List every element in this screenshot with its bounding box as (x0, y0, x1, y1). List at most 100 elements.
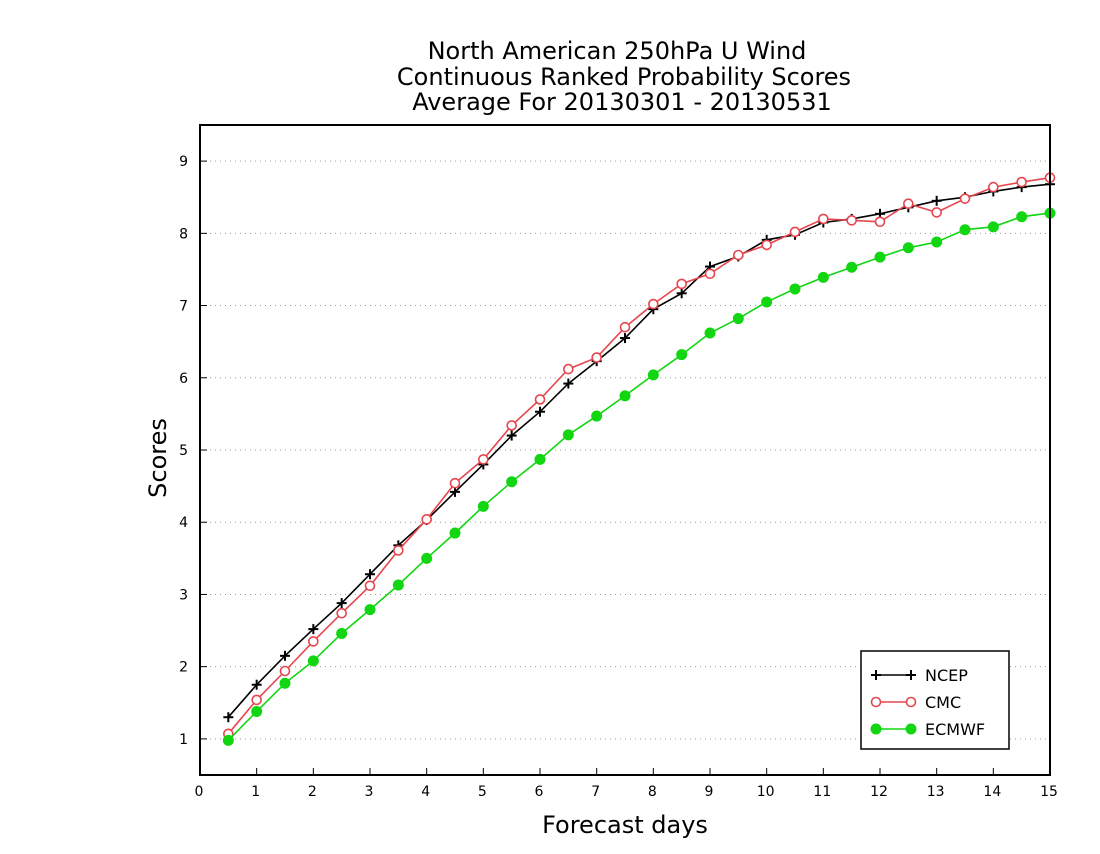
chart-title-line-1: North American 250hPa U Wind (428, 37, 807, 65)
chart-title: North American 250hPa U Wind Continuous … (397, 37, 851, 116)
data-point-ecmwf (336, 627, 348, 639)
data-point-ncep (336, 598, 347, 609)
data-point-ecmwf (307, 655, 319, 667)
data-point-cmc (251, 694, 262, 706)
x-tick-label: 0 (195, 784, 204, 800)
data-point-cmc (279, 665, 291, 677)
data-point-cmc (393, 545, 404, 556)
data-point-ecmwf (534, 453, 546, 465)
y-tick-label: 3 (179, 587, 188, 603)
data-point-cmc (308, 636, 319, 647)
data-point-cmc (704, 268, 716, 280)
data-point-ecmwf (506, 476, 518, 488)
y-tick-label: 2 (179, 660, 188, 676)
data-point-cmc (421, 514, 432, 525)
data-point-ecmwf (421, 552, 433, 564)
x-tick-label: 3 (365, 784, 374, 800)
x-tick-label: 12 (870, 784, 888, 800)
data-point-ecmwf (817, 271, 829, 283)
y-tick-label: 6 (179, 371, 188, 387)
data-point-cmc (959, 193, 971, 204)
data-point-ncep (450, 486, 460, 497)
x-tick-label: 14 (983, 784, 1001, 800)
y-tick-label: 1 (179, 732, 188, 748)
data-point-ncep (563, 378, 574, 389)
y-tick-label: 9 (179, 154, 188, 170)
grid-lines (200, 160, 1050, 740)
data-point-ecmwf (619, 390, 631, 402)
data-point-cmc (676, 278, 687, 290)
series-ncep (223, 179, 1055, 723)
x-tick-label: 9 (705, 784, 714, 800)
legend-marker (870, 723, 882, 735)
data-point-cmc (591, 352, 602, 363)
data-point-ecmwf (591, 410, 603, 422)
data-point-cmc (648, 298, 659, 310)
legend-marker (871, 670, 881, 680)
data-point-ecmwf (704, 327, 716, 339)
y-axis-label: Scores (144, 418, 172, 498)
chart-title-line-2: Continuous Ranked Probability Scores (397, 63, 851, 91)
legend-box (860, 650, 1010, 750)
legend-marker (905, 723, 917, 735)
x-axis-label: Forecast days (542, 811, 708, 839)
y-tick-label: 8 (179, 226, 188, 242)
series-line-ncep (227, 183, 1051, 718)
data-point-ecmwf (874, 251, 886, 263)
legend-label: NCEP (925, 666, 968, 685)
x-tick-label: 6 (535, 784, 544, 800)
data-point-ecmwf (1016, 211, 1028, 223)
legend-item-ecmwf: ECMWF (870, 720, 985, 739)
plot-frame (199, 124, 1051, 776)
data-point-cmc (534, 394, 546, 405)
series-cmc (223, 172, 1056, 740)
legend-item-ncep: NCEP (871, 666, 968, 685)
data-point-ecmwf (676, 349, 688, 361)
data-point-cmc (478, 454, 489, 465)
x-tick-label: 7 (591, 784, 600, 800)
data-point-cmc (846, 215, 857, 226)
x-tick-label: 11 (813, 784, 831, 800)
data-point-cmc (336, 607, 347, 619)
y-tick-label: 7 (179, 299, 188, 315)
data-series (222, 172, 1056, 746)
data-point-ecmwf (364, 604, 376, 616)
x-tick-label: 4 (421, 784, 430, 800)
data-point-ncep (365, 569, 375, 580)
data-point-ncep (676, 288, 687, 299)
data-point-ecmwf (959, 224, 971, 236)
x-tick-label: 5 (478, 784, 487, 800)
data-point-ecmwf (789, 283, 801, 295)
y-tick-label: 4 (179, 515, 188, 531)
data-point-ncep (223, 712, 234, 723)
data-point-cmc (874, 216, 886, 228)
data-point-ncep (308, 624, 319, 635)
data-point-cmc (364, 580, 376, 592)
data-point-ecmwf (846, 261, 858, 273)
x-tick-label: 15 (1040, 784, 1058, 800)
data-point-ecmwf (279, 677, 291, 689)
data-point-ncep (620, 333, 630, 344)
data-point-cmc (563, 363, 574, 375)
series-ecmwf (222, 207, 1056, 746)
data-point-ecmwf (562, 429, 574, 441)
data-point-ecmwf (647, 369, 659, 381)
chart-title-line-3: Average For 20130301 - 20130531 (412, 88, 832, 116)
legend-marker (870, 696, 882, 708)
x-tick-label: 10 (757, 784, 775, 800)
legend-label: CMC (925, 693, 961, 712)
y-tick-label: 5 (179, 443, 188, 459)
data-point-ecmwf (251, 705, 263, 717)
data-point-cmc (988, 181, 999, 193)
legend-label: ECMWF (925, 720, 985, 739)
data-point-cmc (449, 477, 461, 489)
data-point-ecmwf (732, 313, 744, 325)
x-tick-label: 8 (648, 784, 657, 800)
data-point-ncep (251, 679, 262, 690)
data-point-ncep (506, 430, 517, 441)
data-point-ecmwf (761, 296, 773, 308)
data-point-cmc (1016, 176, 1027, 188)
x-tick-label: 2 (308, 784, 317, 800)
